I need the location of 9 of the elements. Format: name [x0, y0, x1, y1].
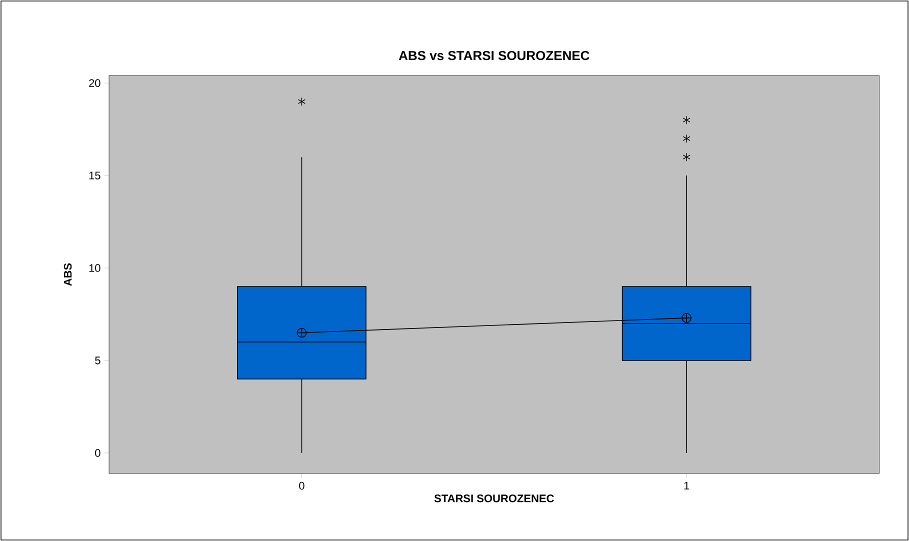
x-tick-label: 1	[684, 482, 690, 490]
y-tick-label: 20	[89, 79, 100, 87]
y-tick-label: 10	[89, 264, 100, 272]
y-tick-label: 0	[95, 449, 100, 457]
y-tick-label: 15	[89, 172, 100, 180]
y-axis-title: ABS	[64, 263, 72, 286]
chart-title: ABS vs STARSI SOUROZENEC	[398, 50, 590, 60]
x-axis-title: STARSI SOUROZENEC	[434, 494, 554, 502]
y-tick-label: 5	[95, 356, 100, 364]
